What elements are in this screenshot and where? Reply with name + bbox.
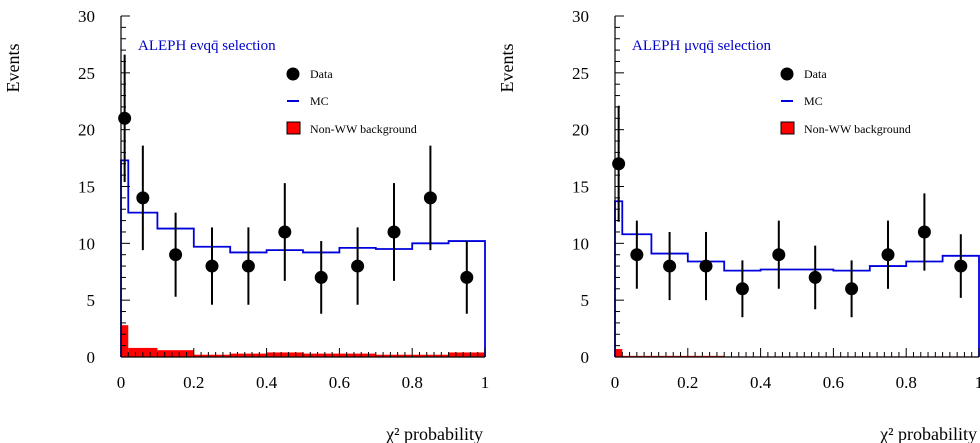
data-point (387, 225, 401, 239)
x-tick-label: 0.6 (329, 373, 350, 392)
legend-label: MC (310, 94, 329, 108)
y-tick-label: 0 (581, 348, 590, 367)
x-tick-label: 0 (611, 373, 620, 392)
legend-background-marker (780, 121, 795, 135)
data-point (808, 270, 822, 284)
legend-label: Data (310, 67, 333, 81)
x-tick-label: 0.4 (750, 373, 772, 392)
chart-panel-2: 0 5 10 15 20 25 30 0 0.2 0.4 0.6 0.8 1 Events χ² proba… (497, 7, 980, 443)
data-point (735, 282, 749, 296)
x-tick-label: 0.8 (896, 373, 917, 392)
chart-panel-1: 0 5 10 15 20 25 30 0 0.2 0.4 0.6 0.8 1 Events χ² proba… (3, 7, 489, 443)
legend-label: MC (804, 94, 823, 108)
x-tick-label: 1 (481, 373, 490, 392)
y-tick-label: 30 (572, 7, 589, 26)
data-point (460, 270, 474, 284)
panel-title: ALEPH eνqq̄ selection (138, 38, 276, 54)
y-axis-title: Events (3, 44, 23, 93)
background-bar (193, 354, 231, 357)
data-point (136, 191, 150, 205)
x-tick-label: 0 (117, 373, 126, 392)
background-bar (412, 354, 449, 357)
legend-label: Non-WW background (804, 122, 911, 136)
data-point (881, 248, 895, 262)
data-point (278, 225, 292, 239)
data-point (423, 191, 437, 205)
y-tick-label: 5 (87, 291, 96, 310)
x-tick-label: 0.8 (402, 373, 423, 392)
y-tick-label: 25 (78, 64, 95, 83)
y-tick-label: 25 (572, 64, 589, 83)
data-point (630, 248, 644, 262)
data-point (314, 270, 328, 284)
data-point (205, 259, 219, 273)
background-bar (339, 353, 376, 357)
data-point (241, 259, 255, 273)
background-bar (230, 353, 267, 357)
data-point (917, 225, 931, 239)
data-point (845, 282, 859, 296)
background-bar (615, 349, 623, 357)
x-tick-label: 0.2 (677, 373, 698, 392)
background-bar (448, 352, 485, 357)
x-tick-label: 1 (975, 373, 980, 392)
background-bar (157, 350, 194, 357)
legend-label: Data (804, 67, 827, 81)
y-tick-label: 15 (78, 178, 95, 197)
data-point (351, 259, 365, 273)
y-axis-title: Events (497, 44, 517, 93)
mc-histogram-line (614, 200, 980, 357)
y-tick-label: 20 (78, 121, 95, 140)
legend-data-marker (286, 67, 300, 81)
x-tick-label: 0.2 (183, 373, 204, 392)
y-tick-label: 15 (572, 178, 589, 197)
x-tick-label: 0.4 (256, 373, 278, 392)
x-axis-title: χ² probability (879, 424, 977, 443)
x-axis-title: χ² probability (385, 424, 483, 443)
background-bar (121, 325, 129, 357)
legend-data-marker (780, 67, 794, 81)
x-tick-label: 0.6 (823, 373, 844, 392)
data-point (772, 248, 786, 262)
background-bar (375, 354, 413, 357)
legend-label: Non-WW background (310, 122, 417, 136)
legend-background-marker (286, 121, 301, 135)
y-tick-label: 0 (87, 348, 96, 367)
y-tick-label: 5 (581, 291, 590, 310)
y-tick-label: 20 (572, 121, 589, 140)
background-bar (266, 352, 303, 357)
data-point (663, 259, 677, 273)
data-point (118, 111, 132, 125)
background-bar (303, 353, 340, 357)
y-tick-label: 10 (572, 234, 589, 253)
data-point (169, 248, 183, 262)
panel-title: ALEPH μνqq̄ selection (632, 38, 771, 54)
y-tick-label: 10 (78, 234, 95, 253)
y-tick-label: 30 (78, 7, 95, 26)
data-point (954, 259, 968, 273)
data-point (612, 157, 626, 171)
data-point (699, 259, 713, 273)
